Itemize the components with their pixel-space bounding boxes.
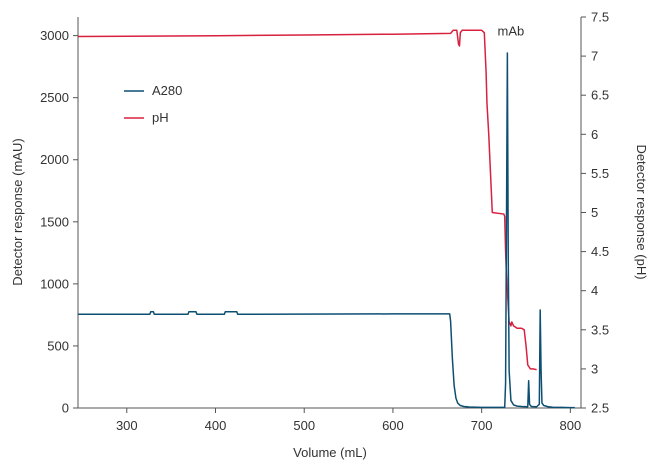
left-y-tick-label: 3000 bbox=[40, 28, 69, 43]
x-tick-label: 700 bbox=[471, 418, 493, 433]
series-line-ph bbox=[77, 29, 537, 371]
x-tick-label: 600 bbox=[382, 418, 404, 433]
left-y-tick-label: 2000 bbox=[40, 152, 69, 167]
right-y-tick-label: 4.5 bbox=[591, 244, 609, 259]
left-y-axis-title: Detector response (mAU) bbox=[10, 138, 25, 285]
right-y-tick-label: 5.5 bbox=[591, 166, 609, 181]
right-y-tick-label: 6.5 bbox=[591, 88, 609, 103]
right-y-tick-label: 6 bbox=[591, 127, 598, 142]
left-y-ticks: 0 500 1000 1500 2000 2500 3000 bbox=[40, 28, 78, 416]
right-y-tick-label: 3 bbox=[591, 361, 598, 376]
legend: A280 pH bbox=[124, 83, 182, 125]
left-y-tick-label: 0 bbox=[62, 401, 69, 416]
right-y-tick-label: 7.5 bbox=[591, 10, 609, 25]
right-y-tick-label: 4 bbox=[591, 283, 598, 298]
x-tick-label: 500 bbox=[293, 418, 315, 433]
legend-label-a280: A280 bbox=[152, 83, 182, 98]
right-y-tick-label: 3.5 bbox=[591, 322, 609, 337]
x-tick-label: 300 bbox=[116, 418, 138, 433]
left-y-tick-label: 500 bbox=[47, 338, 69, 353]
x-tick-label: 400 bbox=[205, 418, 227, 433]
right-y-tick-label: 5 bbox=[591, 205, 598, 220]
right-y-ticks: 2.5 3 3.5 4 4.5 5 5.5 6 6.5 7 7.5 bbox=[581, 10, 609, 416]
x-tick-label: 800 bbox=[560, 418, 582, 433]
right-y-axis-title: Detector response (pH) bbox=[634, 144, 649, 279]
series-layer bbox=[77, 29, 575, 409]
x-axis-title: Volume (mL) bbox=[293, 445, 367, 460]
x-ticks: 300 400 500 600 700 800 bbox=[116, 408, 581, 433]
series-line-a280 bbox=[78, 52, 575, 409]
right-y-tick-label: 7 bbox=[591, 49, 598, 64]
left-y-tick-label: 2500 bbox=[40, 90, 69, 105]
legend-label-ph: pH bbox=[152, 110, 169, 125]
left-y-tick-label: 1000 bbox=[40, 276, 69, 291]
left-y-tick-label: 1500 bbox=[40, 214, 69, 229]
peak-annotation-mab: mAb bbox=[498, 24, 525, 39]
right-y-tick-label: 2.5 bbox=[591, 401, 609, 416]
